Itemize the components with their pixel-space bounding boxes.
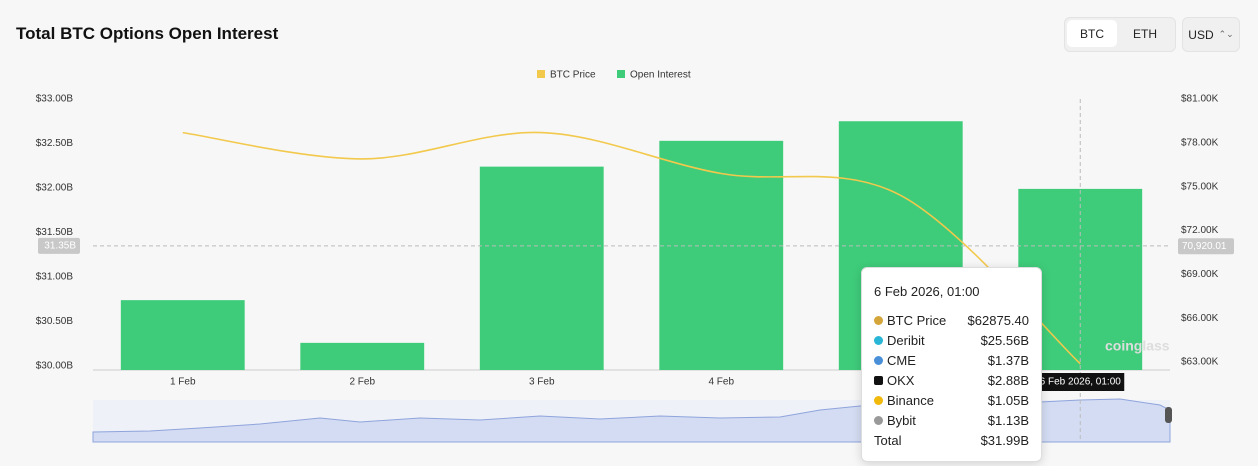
tooltip-value: $1.05B xyxy=(987,392,1029,408)
tooltip-title: 6 Feb 2026, 01:00 xyxy=(874,284,980,299)
y2-tick-label: $72.00K xyxy=(1181,225,1219,236)
btc-button[interactable]: BTC xyxy=(1067,20,1117,47)
x-tick-label: 4 Feb xyxy=(708,377,734,388)
crosshair-x-box xyxy=(1036,373,1125,391)
bar xyxy=(659,140,784,370)
tooltip-label: Total xyxy=(874,432,902,448)
crosshair-y2-label: 70,920.01 xyxy=(1182,241,1227,252)
y2-tick-label: $66.00K xyxy=(1181,313,1219,324)
minimap-handle[interactable] xyxy=(1165,407,1172,423)
legend-swatch xyxy=(537,70,545,78)
exchange-icon xyxy=(874,315,883,325)
tooltip-row: BTC Price $62875.40 xyxy=(874,310,1029,330)
exchange-icon xyxy=(874,335,883,345)
x-tick-label: 2 Feb xyxy=(349,377,375,388)
select-arrow: ⌃⌄ xyxy=(1218,29,1234,39)
y-tick-label: $30.50B xyxy=(36,316,74,327)
tooltip-label: Deribit xyxy=(887,332,925,348)
y2-tick-label: $63.00K xyxy=(1181,357,1219,368)
bar xyxy=(479,166,604,370)
currency-select[interactable]: USD ⌃⌄ xyxy=(1182,17,1240,52)
exchange-icon xyxy=(874,395,883,405)
crosshair-y-label: 31.35B xyxy=(44,240,76,251)
tooltip-value: $25.56B xyxy=(980,332,1029,348)
tooltip-row: Total $31.99B xyxy=(874,430,1029,450)
y-tick-label: $32.00B xyxy=(36,183,74,194)
tooltip-value: $2.88B xyxy=(987,372,1029,388)
tooltip-row: Bybit $1.13B xyxy=(874,410,1029,430)
y-tick-label: $30.00B xyxy=(36,361,74,372)
y2-tick-label: $69.00K xyxy=(1181,269,1219,280)
y2-tick-label: $78.00K xyxy=(1181,137,1219,148)
y-tick-label: $32.50B xyxy=(36,138,74,149)
legend-swatch xyxy=(617,70,625,78)
tooltip-label: Bybit xyxy=(887,412,916,428)
exchange-icon xyxy=(874,375,883,385)
x-tick-label: 3 Feb xyxy=(529,377,555,388)
y-tick-label: $33.00B xyxy=(36,94,74,105)
x-tick-label: 1 Feb xyxy=(170,377,196,388)
tooltip-row: OKX $2.88B xyxy=(874,370,1029,390)
tooltip-label: BTC Price xyxy=(887,312,947,328)
tooltip-label: Binance xyxy=(887,392,934,408)
legend-label: Open Interest xyxy=(630,70,691,81)
crosshair-y2-box xyxy=(1178,238,1234,255)
crosshair-y-box xyxy=(38,237,80,254)
tooltip-value: $1.13B xyxy=(987,412,1029,428)
currency-label: USD xyxy=(1188,27,1214,42)
tooltip-row: Deribit $25.56B xyxy=(874,330,1029,350)
y2-tick-label: $75.00K xyxy=(1181,181,1219,192)
tooltip-row: CME $1.37B xyxy=(874,350,1029,370)
y-tick-label: $31.50B xyxy=(36,227,74,238)
bar xyxy=(300,342,425,370)
bar xyxy=(120,300,245,370)
tooltip-value: $62875.40 xyxy=(967,312,1029,328)
eth-button[interactable]: ETH xyxy=(1133,26,1157,41)
price-line xyxy=(182,131,1081,365)
y2-tick-label: $81.00K xyxy=(1181,94,1219,105)
tooltip-label: CME xyxy=(887,352,916,368)
tooltip-row: Binance $1.05B xyxy=(874,390,1029,410)
tooltip: 6 Feb 2026, 01:00 BTC Price $62875.40 Deri… xyxy=(861,267,1042,462)
tooltip-value: $1.37B xyxy=(987,352,1029,368)
tooltip-label: OKX xyxy=(887,372,915,388)
y-tick-label: $31.00B xyxy=(36,272,74,283)
title: Total BTC Options Open Interest xyxy=(16,24,279,43)
tooltip-value: $31.99B xyxy=(980,432,1029,448)
crosshair-x-label: 6 Feb 2026, 01:00 xyxy=(1040,377,1122,388)
exchange-icon xyxy=(874,355,883,365)
legend-label: BTC Price xyxy=(550,70,596,81)
exchange-icon xyxy=(874,415,883,425)
watermark: coinglass xyxy=(1105,338,1170,354)
